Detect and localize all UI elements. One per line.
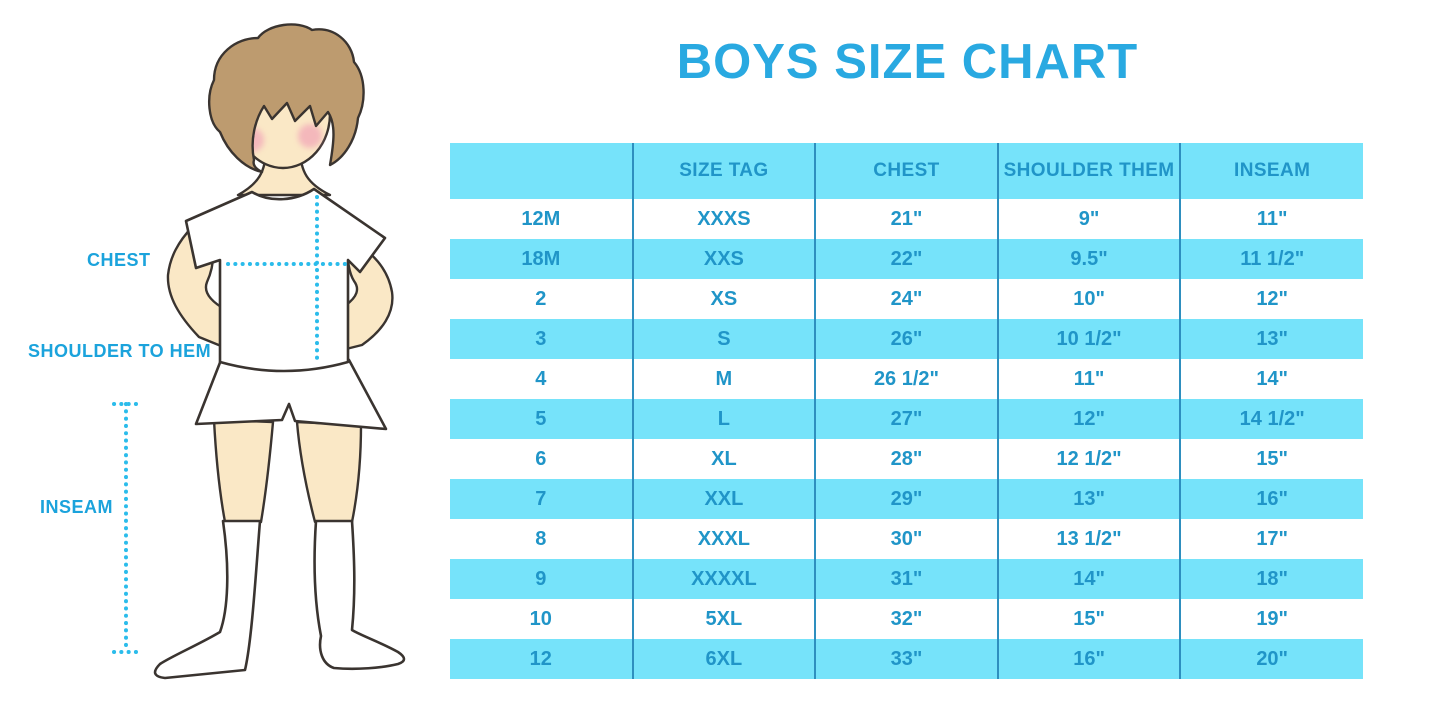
table-row: 9 XXXXL 31" 14" 18": [450, 559, 1363, 599]
cell-inseam: 15": [1179, 439, 1363, 479]
cell-shoulder-them: 11": [996, 359, 1181, 399]
cell-inseam: 14 1/2": [1179, 399, 1363, 439]
boy-right-sock: [313, 519, 406, 671]
cell-size: 8: [535, 527, 547, 550]
boy-left-sock: [153, 519, 262, 680]
cell-chest: 27": [814, 399, 998, 439]
cell-shoulder-them: 10": [996, 279, 1181, 319]
cell-chest: 26": [814, 319, 998, 359]
cell-shoulder-them: 9.5": [996, 239, 1181, 279]
cell-size: 6: [535, 447, 547, 470]
cell-shoulder-them: 13": [996, 479, 1181, 519]
cell-shoulder-them: 9": [996, 199, 1181, 239]
cell-inseam: 11": [1179, 199, 1363, 239]
header-size-blank: [450, 143, 633, 199]
cell-inseam: 12": [1179, 279, 1363, 319]
cell-shoulder-them: 12": [996, 399, 1181, 439]
boy-blush-right: [298, 124, 322, 148]
cell-shoulder-them: 10 1/2": [996, 319, 1181, 359]
cell-size: 12: [450, 639, 633, 679]
cell-inseam: 19": [1179, 599, 1363, 639]
cell-chest: 24": [814, 279, 998, 319]
size-table-body: 12M XXXS 21" 9" 11" 18M XXS 22" 9.5" 11 …: [450, 199, 1363, 679]
cell-size: 10: [529, 607, 552, 630]
cell-shoulder-them: 13 1/2": [996, 519, 1181, 559]
table-row: 6 XL 28" 12 1/2" 15": [450, 439, 1363, 479]
cell-size: 12M: [521, 207, 561, 230]
cell-size: 3: [450, 319, 633, 359]
header-shoulder-them: SHOULDER THEM: [996, 143, 1181, 199]
cell-inseam: 11 1/2": [1179, 239, 1363, 279]
size-table: SIZE TAG CHEST SHOULDER THEM INSEAM 12M …: [450, 143, 1363, 679]
boy-illustration: [112, 23, 406, 680]
table-row: 3 S 26" 10 1/2" 13": [450, 319, 1363, 359]
cell-chest: 28": [814, 439, 998, 479]
chest-label: CHEST: [87, 250, 151, 270]
table-row: 18M XXS 22" 9.5" 11 1/2": [450, 239, 1363, 279]
table-row: 8 XXXL 30" 13 1/2" 17": [450, 519, 1363, 559]
table-header-row: SIZE TAG CHEST SHOULDER THEM INSEAM: [450, 143, 1363, 199]
cell-size: 4: [535, 367, 547, 390]
boy-hair: [208, 23, 365, 174]
cell-size: 9: [450, 559, 633, 599]
boy-tshirt: [184, 187, 387, 373]
cell-size-tag: XXXXL: [631, 559, 816, 599]
cell-size-tag: L: [631, 399, 816, 439]
cell-shoulder-them: 16": [996, 639, 1181, 679]
cell-chest: 30": [814, 519, 998, 559]
inseam-label: INSEAM: [40, 497, 114, 517]
cell-inseam: 17": [1179, 519, 1363, 559]
cell-shoulder-them: 14": [996, 559, 1181, 599]
cell-inseam: 18": [1179, 559, 1363, 599]
cell-size: 2: [535, 287, 547, 310]
cell-chest: 31": [814, 559, 998, 599]
cell-chest: 22": [814, 239, 998, 279]
shoulder-to-hem-label: SHOULDER TO HEM: [28, 341, 212, 361]
cell-size-tag: XXS: [631, 239, 816, 279]
cell-size: 7: [450, 479, 633, 519]
cell-chest: 21": [814, 199, 998, 239]
boy-right-leg: [295, 420, 363, 524]
page-title: BOYS SIZE CHART: [676, 35, 1139, 89]
cell-chest: 33": [814, 639, 998, 679]
table-row: 7 XXL 29" 13" 16": [450, 479, 1363, 519]
cell-size-tag: XL: [631, 439, 816, 479]
table-row: 10 5XL 32" 15" 19": [450, 599, 1363, 639]
cell-chest: 32": [814, 599, 998, 639]
table-row: 12M XXXS 21" 9" 11": [450, 199, 1363, 239]
cell-size-tag: S: [631, 319, 816, 359]
header-chest: CHEST: [814, 143, 998, 199]
cell-inseam: 13": [1179, 319, 1363, 359]
cell-chest: 29": [814, 479, 998, 519]
cell-inseam: 16": [1179, 479, 1363, 519]
cell-chest: 26 1/2": [814, 359, 998, 399]
header-size-tag: SIZE TAG: [631, 143, 816, 199]
cell-size-tag: 6XL: [631, 639, 816, 679]
cell-size-tag: XXXL: [631, 519, 816, 559]
cell-size-tag: 5XL: [631, 599, 816, 639]
table-row: 12 6XL 33" 16" 20": [450, 639, 1363, 679]
header-inseam: INSEAM: [1179, 143, 1363, 199]
cell-size: 18M: [450, 239, 633, 279]
size-table-header: SIZE TAG CHEST SHOULDER THEM INSEAM: [450, 143, 1363, 199]
cell-shoulder-them: 12 1/2": [996, 439, 1181, 479]
cell-size-tag: XS: [631, 279, 816, 319]
cell-size-tag: M: [631, 359, 816, 399]
cell-inseam: 14": [1179, 359, 1363, 399]
cell-size-tag: XXXS: [631, 199, 816, 239]
table-row: 2 XS 24" 10" 12": [450, 279, 1363, 319]
table-row: 5 L 27" 12" 14 1/2": [450, 399, 1363, 439]
boy-left-leg: [212, 418, 275, 524]
cell-size: 5: [450, 399, 633, 439]
cell-shoulder-them: 15": [996, 599, 1181, 639]
cell-size-tag: XXL: [631, 479, 816, 519]
table-row: 4 M 26 1/2" 11" 14": [450, 359, 1363, 399]
cell-inseam: 20": [1179, 639, 1363, 679]
